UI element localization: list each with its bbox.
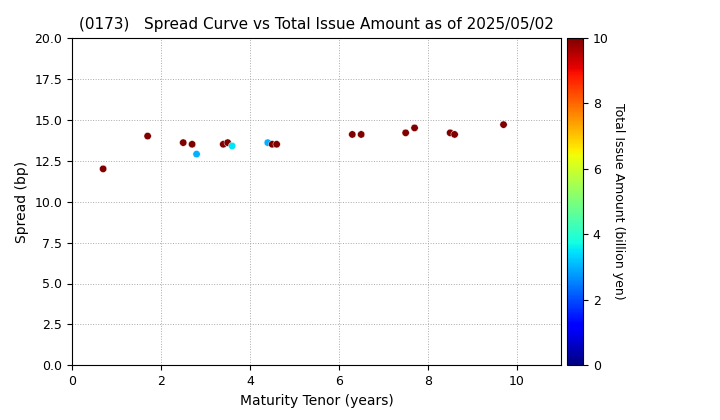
Point: [346, 131, 358, 138]
Point: [186, 141, 198, 147]
Point: [356, 131, 367, 138]
Point: [142, 133, 153, 139]
Point: [262, 139, 274, 146]
Title: (0173)   Spread Curve vs Total Issue Amount as of 2025/05/02: (0173) Spread Curve vs Total Issue Amoun…: [79, 18, 554, 32]
Point: [222, 139, 233, 146]
X-axis label: Maturity Tenor (years): Maturity Tenor (years): [240, 394, 394, 408]
Y-axis label: Spread (bp): Spread (bp): [15, 160, 29, 243]
Point: [498, 121, 509, 128]
Point: [449, 131, 460, 138]
Point: [444, 129, 456, 136]
Point: [177, 139, 189, 146]
Point: [271, 141, 282, 147]
Point: [191, 151, 202, 158]
Point: [400, 129, 411, 136]
Point: [409, 124, 420, 131]
Point: [266, 141, 278, 147]
Y-axis label: Total Issue Amount (billion yen): Total Issue Amount (billion yen): [612, 103, 625, 300]
Point: [226, 142, 238, 149]
Point: [217, 141, 229, 147]
Point: [97, 165, 109, 172]
